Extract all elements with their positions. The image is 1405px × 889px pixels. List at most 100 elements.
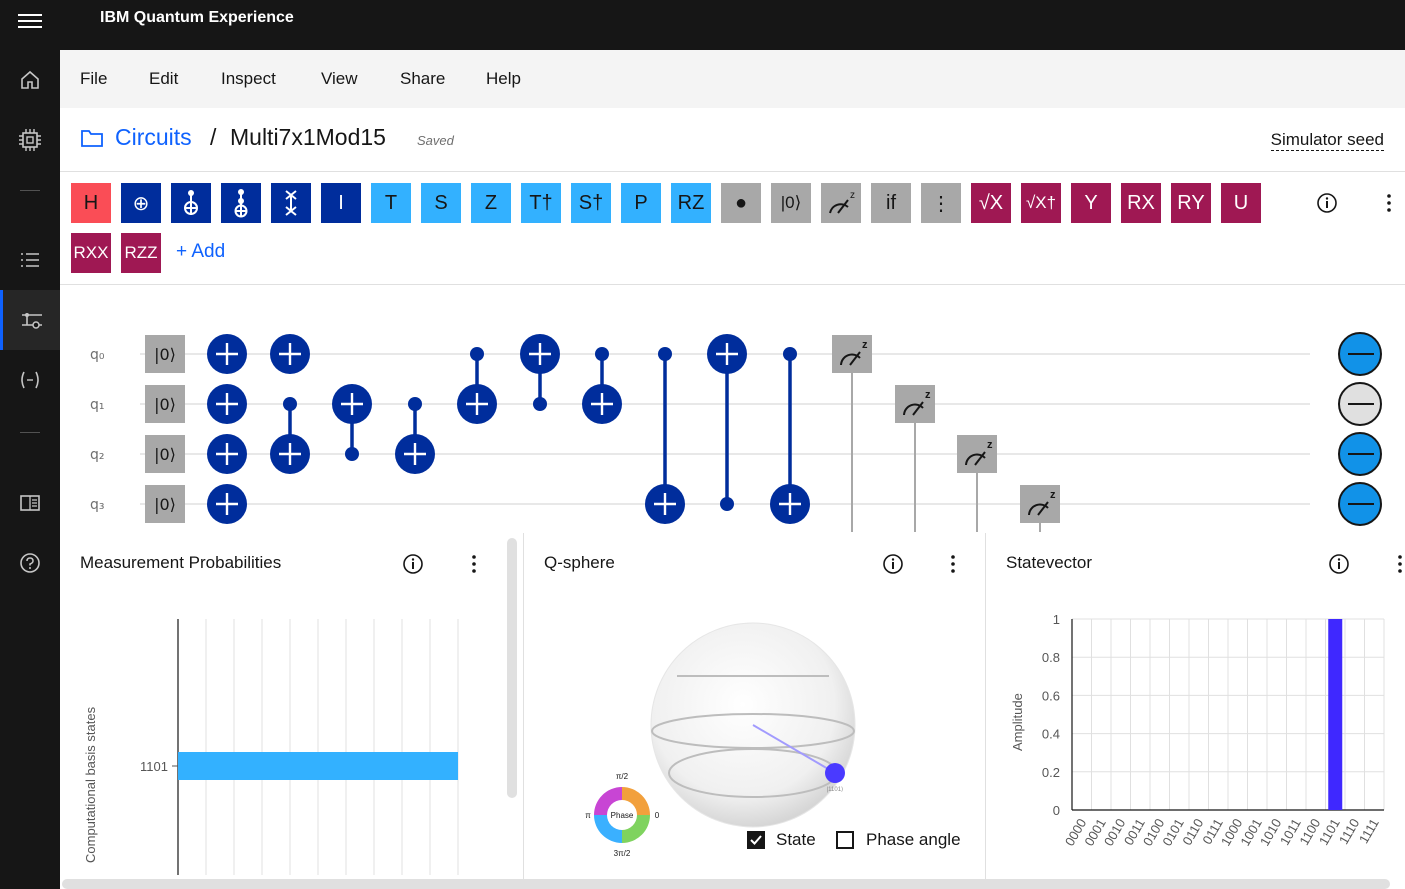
simulator-seed-button[interactable]: Simulator seed — [1270, 130, 1384, 151]
cnot-target[interactable] — [582, 384, 622, 424]
qsphere-visual[interactable]: |1101⟩ Phase π/2 π 0 3π/2 — [524, 533, 986, 889]
cnot-target[interactable] — [207, 334, 247, 374]
overflow-menu-icon[interactable] — [1389, 553, 1403, 575]
overflow-menu-icon[interactable] — [1378, 192, 1400, 214]
cnot-target[interactable] — [207, 484, 247, 524]
gate-1[interactable]: H — [71, 183, 111, 223]
hamburger-menu-icon[interactable] — [18, 11, 42, 31]
list-icon[interactable] — [0, 230, 60, 290]
gate-2[interactable]: ⊕ — [121, 183, 161, 223]
measure-gate[interactable]: z — [895, 385, 935, 423]
cnot-target[interactable] — [520, 334, 560, 374]
cnot-target[interactable] — [207, 384, 247, 424]
menu-inspect[interactable]: Inspect — [221, 69, 276, 88]
gate-9[interactable]: Z — [471, 183, 511, 223]
gate-10[interactable]: T† — [521, 183, 561, 223]
gate-19[interactable]: √X — [971, 183, 1011, 223]
circuit-name[interactable]: Multi7x1Mod15 — [230, 124, 386, 150]
panel-title: Measurement Probabilities — [80, 553, 282, 572]
add-gate-button[interactable]: + Add — [176, 241, 226, 262]
cnot-target[interactable] — [270, 334, 310, 374]
control-dot[interactable] — [720, 497, 734, 511]
cnot-target[interactable] — [770, 484, 810, 524]
info-icon[interactable] — [402, 553, 424, 575]
menu-edit[interactable]: Edit — [149, 69, 179, 88]
output-state-icon[interactable] — [1338, 382, 1382, 426]
menu-help[interactable]: Help — [486, 69, 521, 88]
rail-divider — [20, 190, 40, 191]
init-gate[interactable] — [145, 435, 185, 473]
measure-gate[interactable]: z — [1020, 485, 1060, 523]
gate-26[interactable]: RZZ — [121, 233, 161, 273]
info-icon[interactable] — [882, 553, 904, 575]
code-brackets-icon[interactable] — [0, 350, 60, 410]
cnot-target[interactable] — [332, 384, 372, 424]
control-dot[interactable] — [595, 347, 609, 361]
gate-14[interactable]: ● — [721, 183, 761, 223]
gate-25[interactable]: RXX — [71, 233, 111, 273]
cnot-target[interactable] — [645, 484, 685, 524]
overflow-menu-icon[interactable] — [942, 553, 964, 575]
circuit-composer-icon[interactable] — [0, 290, 60, 350]
gate-toffoli-icon[interactable] — [221, 183, 261, 223]
init-gate[interactable] — [145, 335, 185, 373]
svg-text:π/2: π/2 — [616, 772, 629, 781]
cnot-target[interactable] — [457, 384, 497, 424]
gate-measure-icon[interactable]: z — [821, 183, 861, 223]
gate-22[interactable]: RX — [1121, 183, 1161, 223]
gate-6[interactable]: I — [321, 183, 361, 223]
control-dot[interactable] — [783, 347, 797, 361]
vertical-scrollbar[interactable] — [507, 538, 517, 798]
circuit-canvas[interactable]: q₀ |0⟩ q₁ |0⟩ q₂ |0⟩ q₃ |0⟩ z z z z — [60, 286, 1405, 532]
output-state-icon[interactable] — [1338, 482, 1382, 526]
chip-icon[interactable] — [0, 110, 60, 170]
menu-share[interactable]: Share — [400, 69, 446, 88]
measure-gate[interactable]: z — [957, 435, 997, 473]
init-gate[interactable] — [145, 485, 185, 523]
gate-8[interactable]: S — [421, 183, 461, 223]
gate-21[interactable]: Y — [1071, 183, 1111, 223]
gate-20[interactable]: √X† — [1021, 183, 1061, 223]
gate-18[interactable]: ⋮ — [921, 183, 961, 223]
output-state-icon[interactable] — [1338, 432, 1382, 476]
gate-12[interactable]: P — [621, 183, 661, 223]
overflow-menu-icon[interactable] — [463, 553, 485, 575]
folder-icon[interactable] — [80, 128, 104, 148]
home-icon[interactable] — [0, 50, 60, 110]
cnot-target[interactable] — [707, 334, 747, 374]
output-state-icon[interactable] — [1338, 332, 1382, 376]
horizontal-scrollbar[interactable] — [62, 879, 1390, 889]
phase-angle-checkbox[interactable] — [836, 831, 854, 849]
measure-gate[interactable]: z — [832, 335, 872, 373]
control-dot[interactable] — [658, 347, 672, 361]
menu-file[interactable]: File — [80, 69, 108, 88]
docs-icon[interactable] — [0, 473, 60, 533]
toffoli-icon — [234, 189, 248, 218]
cnot-target[interactable] — [207, 434, 247, 474]
control-dot[interactable] — [408, 397, 422, 411]
control-dot[interactable] — [283, 397, 297, 411]
gate-13[interactable]: RZ — [671, 183, 711, 223]
state-checkbox[interactable] — [747, 831, 765, 849]
breadcrumb-circuits-link[interactable]: Circuits — [115, 124, 192, 150]
gate-11[interactable]: S† — [571, 183, 611, 223]
gate-cnot-icon[interactable] — [171, 183, 211, 223]
cnot-target[interactable] — [395, 434, 435, 474]
info-icon[interactable] — [1316, 192, 1338, 214]
amplitude-bar[interactable] — [1328, 619, 1343, 810]
menu-view[interactable]: View — [321, 69, 358, 88]
control-dot[interactable] — [470, 347, 484, 361]
cnot-target[interactable] — [270, 434, 310, 474]
control-dot[interactable] — [533, 397, 547, 411]
info-icon[interactable] — [1328, 553, 1350, 575]
probability-bar[interactable] — [178, 752, 458, 780]
gate-15[interactable]: |0⟩ — [771, 183, 811, 223]
gate-23[interactable]: RY — [1171, 183, 1211, 223]
control-dot[interactable] — [345, 447, 359, 461]
gate-24[interactable]: U — [1221, 183, 1261, 223]
gate-swap-icon[interactable] — [271, 183, 311, 223]
gate-17[interactable]: if — [871, 183, 911, 223]
help-icon[interactable] — [0, 533, 60, 593]
gate-7[interactable]: T — [371, 183, 411, 223]
init-gate[interactable] — [145, 385, 185, 423]
